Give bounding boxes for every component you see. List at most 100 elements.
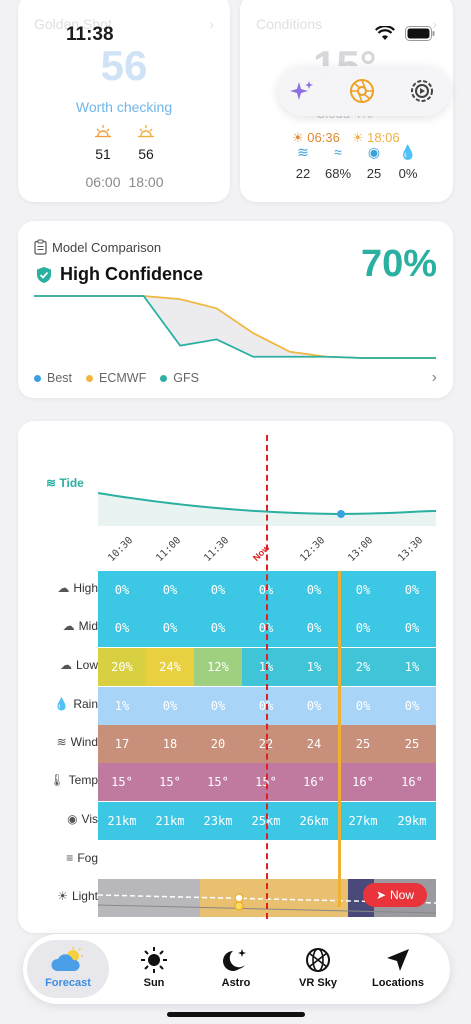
- sunrise-icon: [73, 124, 133, 142]
- cloud-icon: ☁: [57, 581, 70, 595]
- partly-cloudy-icon: [27, 946, 109, 974]
- floating-toolbar: [278, 66, 450, 116]
- now-button[interactable]: ➤ Now: [363, 883, 427, 907]
- chart-legend: Best ECMWF GFS: [34, 371, 199, 385]
- cell-mid: 0%: [388, 609, 436, 647]
- cell-temp: 16°: [338, 763, 388, 801]
- cell-high: 0%: [388, 571, 436, 609]
- row-label-fog: ≡ Fog: [66, 851, 98, 865]
- cell-high: 0%: [194, 571, 242, 609]
- sunset-icon: ☀: [351, 130, 368, 145]
- shield-check-icon: [36, 266, 52, 289]
- golden-shot-card[interactable]: Golden Shot › 56 Worth checking 51 06:00…: [18, 0, 230, 202]
- rain-icon: 💧: [399, 144, 417, 160]
- tab-vr-sky[interactable]: VR Sky: [277, 940, 359, 998]
- cell-low: 2%: [338, 648, 388, 686]
- cell-wind: 25: [338, 725, 388, 763]
- legend-best: Best: [34, 371, 72, 385]
- row-label-high: ☁ High: [57, 581, 98, 595]
- cell-mid: 0%: [338, 609, 388, 647]
- cell-vis: 26km: [290, 802, 338, 840]
- tide-now-marker: [337, 510, 345, 518]
- golden-score: 56: [100, 42, 148, 89]
- model-comparison-card[interactable]: Model Comparison High Confidence 70% Bes…: [18, 221, 453, 398]
- tab-sun[interactable]: Sun: [113, 940, 195, 998]
- time-label: 10:30: [106, 534, 136, 564]
- card-title: Conditions: [256, 16, 323, 32]
- moon-stars-icon: [195, 946, 277, 974]
- cloud-icon: ☁: [62, 619, 75, 633]
- time-label: 13:30: [396, 534, 426, 564]
- model-difference-area: [34, 296, 436, 358]
- row-label-rain: 💧 Rain: [54, 697, 98, 711]
- tab-forecast[interactable]: Forecast: [27, 940, 109, 998]
- cell-vis: 21km: [98, 802, 146, 840]
- row-label-mid: ☁ Mid: [62, 619, 98, 633]
- cell-temp: 15°: [98, 763, 146, 801]
- cell-wind: 20: [194, 725, 242, 763]
- series-line-gfs: [34, 295, 436, 359]
- metric-wind: ≋ 22: [285, 144, 321, 181]
- cell-low: 24%: [146, 648, 194, 686]
- chevron-right-icon[interactable]: ›: [431, 369, 437, 386]
- aperture-icon[interactable]: [348, 77, 376, 105]
- time-label: Now: [250, 542, 272, 563]
- tide-label: ≋ Tide: [46, 476, 84, 490]
- row-label-temp: 🌡 Temp: [49, 773, 98, 787]
- confidence-percent: 70%: [360, 243, 437, 285]
- location-arrow-icon: [357, 946, 439, 974]
- cell-high: 0%: [146, 571, 194, 609]
- chevron-right-icon: ›: [209, 16, 214, 32]
- time-label: 11:00: [154, 534, 184, 564]
- cell-mid: 0%: [290, 609, 338, 647]
- tab-locations[interactable]: Locations: [357, 940, 439, 998]
- now-line: [266, 435, 268, 919]
- cell-rain: 0%: [388, 687, 436, 725]
- sunrise-time: ☀ 06:36: [292, 130, 340, 145]
- time-label: 12:30: [298, 534, 328, 564]
- waves-icon: ≋: [46, 476, 60, 490]
- cell-temp: 16°: [290, 763, 338, 801]
- tab-astro[interactable]: Astro: [195, 940, 277, 998]
- cell-rain: 1%: [98, 687, 146, 725]
- sunset-time: ☀ 18:06: [351, 130, 400, 145]
- cell-rain: 0%: [290, 687, 338, 725]
- sunset-icon: [116, 124, 176, 142]
- sunset-time: 18:00: [128, 174, 164, 190]
- metric-rain: 💧 0%: [390, 144, 426, 181]
- metric-visibility: ◉ 25: [356, 144, 392, 181]
- card-title: Golden Shot: [34, 16, 112, 32]
- cell-low: 20%: [98, 648, 146, 686]
- hourly-timeline-card[interactable]: ≋ Tide 10:30 11:00 11:30 Now 12:30 13:00 13:30…: [18, 421, 453, 933]
- settings-icon[interactable]: [408, 77, 436, 105]
- sparkles-icon[interactable]: [288, 77, 316, 105]
- cell-wind: 24: [290, 725, 338, 763]
- cell-temp: 15°: [146, 763, 194, 801]
- cloud-icon: ☁: [59, 658, 72, 672]
- location-arrow-icon: ➤: [375, 888, 387, 902]
- cell-wind: 18: [146, 725, 194, 763]
- row-label-wind: ≋ Wind: [56, 735, 98, 749]
- visibility-icon: ◉: [367, 144, 381, 160]
- time-label: 11:30: [202, 534, 232, 564]
- cell-vis: 29km: [388, 802, 436, 840]
- chevron-right-icon: ›: [432, 16, 437, 32]
- row-label-low: ☁ Low: [59, 658, 98, 672]
- cell-rain: 0%: [338, 687, 388, 725]
- cell-wind: 17: [98, 725, 146, 763]
- wifi-icon: [375, 26, 395, 40]
- cell-rain: 0%: [194, 687, 242, 725]
- row-label-vis: ◉ Vis: [67, 812, 98, 826]
- humidity-icon: ≈: [334, 144, 342, 160]
- clipboard-icon: [34, 239, 47, 260]
- cell-wind: 25: [388, 725, 436, 763]
- cell-low: 1%: [290, 648, 338, 686]
- cell-low: 12%: [194, 648, 242, 686]
- battery-icon: [405, 26, 435, 41]
- sunset-score: 56 18:00: [116, 124, 176, 190]
- confidence-label: High Confidence: [60, 264, 203, 284]
- cell-vis: 23km: [194, 802, 242, 840]
- sun-icon: [113, 946, 195, 974]
- sun-icon: ☀: [57, 889, 68, 903]
- sun-times: ☀ 06:36 ☀ 18:06: [292, 130, 400, 146]
